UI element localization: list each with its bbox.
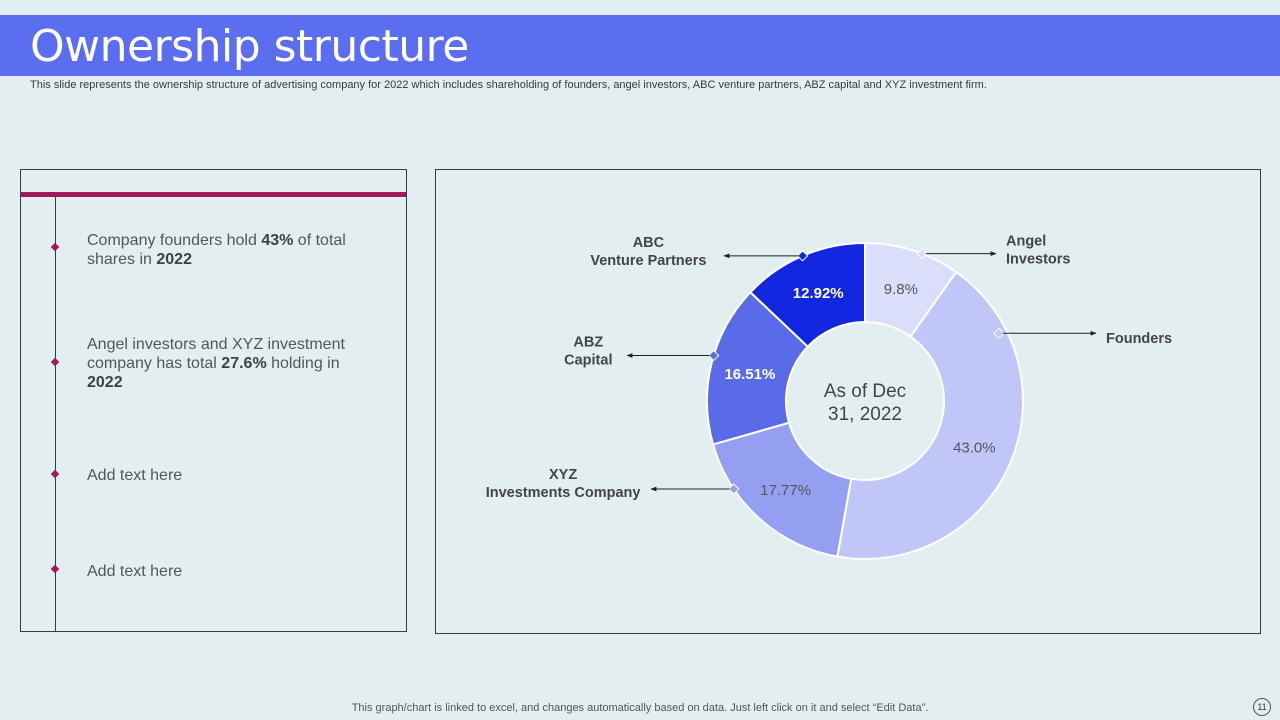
key-point-3: Add text here [87, 467, 183, 484]
slice-category-label: Founders [1106, 331, 1172, 347]
slice-category-label: Investments Company [486, 485, 641, 501]
slice-value-label: 16.51% [724, 366, 775, 383]
slice-category-label: ABC [633, 235, 665, 251]
callout-diamond-icon [916, 248, 928, 260]
center-date-label: As of Dec [824, 381, 906, 402]
slice-value-label: 17.77% [760, 482, 811, 499]
slice-value-label: 9.8% [884, 281, 918, 298]
key-point-2: Angel investors and XYZ investment compa… [87, 336, 345, 391]
callout-diamond-icon [728, 483, 740, 495]
slide-description: This slide represents the ownership stru… [30, 79, 987, 91]
key-point-4: Add text here [87, 563, 183, 580]
slice-category-label: ABZ [573, 334, 603, 350]
title-bar: Ownership structure [0, 15, 1280, 76]
bullet-diamond-icon [50, 564, 60, 574]
slice-category-label: Investors [1006, 252, 1070, 268]
slice-category-label: XYZ [549, 467, 577, 483]
page-title: Ownership structure [30, 21, 469, 72]
key-point-1: Company founders hold 43% of total share… [87, 232, 346, 268]
chart-panel: 9.8% Angel Investors 43.0% Founders 17.77% XYZ… [435, 169, 1261, 634]
page-number: 11 [1253, 698, 1271, 716]
panel-accent-line [21, 192, 406, 197]
donut-slice-xyz-investments-company[interactable] [711, 421, 853, 558]
slice-category-label: Venture Partners [590, 253, 706, 269]
timeline-line [55, 197, 56, 632]
slice-value-label: 43.0% [953, 440, 996, 457]
bullet-diamond-icon [50, 357, 60, 367]
bullet-diamond-icon [50, 469, 60, 479]
callout-diamond-icon [708, 349, 720, 362]
slice-category-label: Capital [564, 352, 612, 368]
slice-value-label: 12.92% [793, 285, 844, 302]
callout-diamond-icon [796, 250, 809, 262]
bullet-diamond-icon [50, 242, 60, 252]
footer-note: This graph/chart is linked to excel, and… [351, 702, 929, 714]
key-points-panel: Company founders hold 43% of total share… [20, 169, 407, 632]
center-date-label: 31, 2022 [828, 404, 902, 425]
callout-diamond-icon [993, 327, 1005, 339]
ownership-donut-chart: 9.8% Angel Investors 43.0% Founders 17.77% XYZ… [486, 234, 1172, 560]
donut-slice-abc-venture-partners[interactable] [748, 241, 866, 349]
donut-slice-founders[interactable] [836, 270, 1024, 560]
slice-category-label: Angel [1006, 234, 1046, 250]
